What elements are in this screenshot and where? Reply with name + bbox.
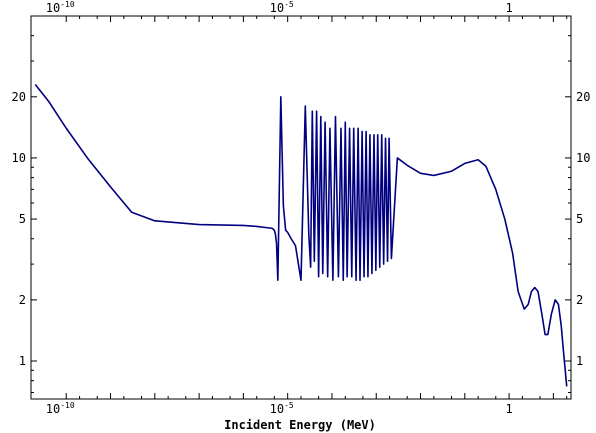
y-tick-label-right: 2: [576, 293, 583, 307]
y-tick-label-right: 20: [576, 90, 590, 104]
y-tick-label-left: 10: [12, 151, 26, 165]
x-tick-label-top: 10-10: [46, 0, 75, 15]
x-tick-label-top: 10-5: [270, 0, 294, 15]
x-tick-label-bottom: 10-10: [46, 401, 75, 416]
plot-frame: [30, 15, 572, 400]
series-layer: [34, 83, 568, 387]
x-tick-label-bottom: 1: [505, 402, 512, 416]
y-tick-label-left: 5: [19, 212, 26, 226]
x-axis-title: Incident Energy (MeV): [224, 418, 376, 432]
x-tick-label-top: 1: [505, 1, 512, 15]
y-tick-label-left: 1: [19, 354, 26, 368]
axis-ticks: [31, 16, 571, 399]
y-tick-label-right: 5: [576, 212, 583, 226]
y-tick-label-right: 1: [576, 354, 583, 368]
x-tick-label-bottom: 10-5: [270, 401, 294, 416]
y-tick-label-right: 10: [576, 151, 590, 165]
series-line-0: [34, 83, 568, 387]
tick-labels: 1 1 2 2 5 5 10 10 20 20 10-10 10-10 10-5 10-5 1 1: [12, 0, 591, 416]
y-tick-label-left: 20: [12, 90, 26, 104]
y-tick-label-left: 2: [19, 293, 26, 307]
